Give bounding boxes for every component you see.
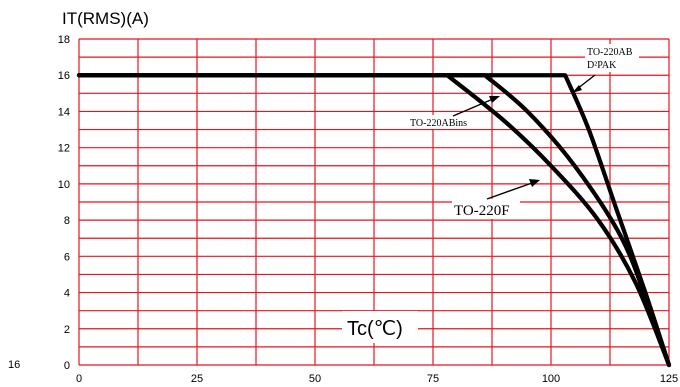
- y-tick-labels: 0 2 4 6 8 10 12 14 16 18: [58, 34, 70, 372]
- x-tick-label: 50: [309, 373, 321, 385]
- series-line-0: [76, 73, 672, 368]
- corner-label: 16: [8, 359, 20, 371]
- annotation-to220abins: TO-220ABins: [408, 115, 478, 129]
- x-axis-label: Tc(℃): [347, 318, 403, 340]
- y-tick-label: 8: [64, 215, 70, 227]
- x-tick-label: 125: [660, 373, 678, 385]
- arrow-to220f: [486, 182, 533, 200]
- annotation-to220ab: TO-220AB D²PAK: [585, 44, 639, 72]
- y-tick-label: 10: [58, 179, 70, 191]
- y-tick-label: 18: [58, 34, 70, 46]
- y-tick-label: 14: [58, 106, 70, 118]
- annotation-to220ab-line1: TO-220AB: [587, 47, 633, 58]
- x-tick-label: 100: [542, 373, 560, 385]
- arrow-to220ab: [576, 74, 596, 90]
- annotation-to220ab-line2: D²PAK: [587, 60, 617, 71]
- y-tick-label: 4: [64, 288, 70, 300]
- y-tick-label: 2: [64, 324, 70, 336]
- x-tick-label: 75: [427, 373, 439, 385]
- series-line-2: [76, 73, 672, 368]
- x-tick-labels: 0 25 50 75 100 125: [76, 373, 678, 385]
- arrowhead-to220abins: [489, 96, 500, 103]
- y-tick-label: 16: [58, 70, 70, 82]
- annotation-arrows: [452, 74, 596, 200]
- y-axis-label: IT(RMS)(A): [62, 9, 149, 28]
- annotation-to220f: TO-220F: [452, 199, 520, 219]
- arrow-to220abins: [452, 98, 494, 117]
- x-tick-label: 0: [76, 373, 82, 385]
- annotation-to220f-text: TO-220F: [454, 203, 510, 219]
- x-axis-label-box: [342, 311, 418, 343]
- arrowhead-to220ab: [572, 85, 582, 93]
- x-tick-label: 25: [191, 373, 203, 385]
- y-tick-label: 0: [64, 360, 70, 372]
- y-tick-label: 12: [58, 143, 70, 155]
- curves: [76, 73, 672, 368]
- y-tick-label: 6: [64, 251, 70, 263]
- arrowhead-to220f: [529, 179, 540, 187]
- annotation-to220abins-text: TO-220ABins: [410, 118, 467, 129]
